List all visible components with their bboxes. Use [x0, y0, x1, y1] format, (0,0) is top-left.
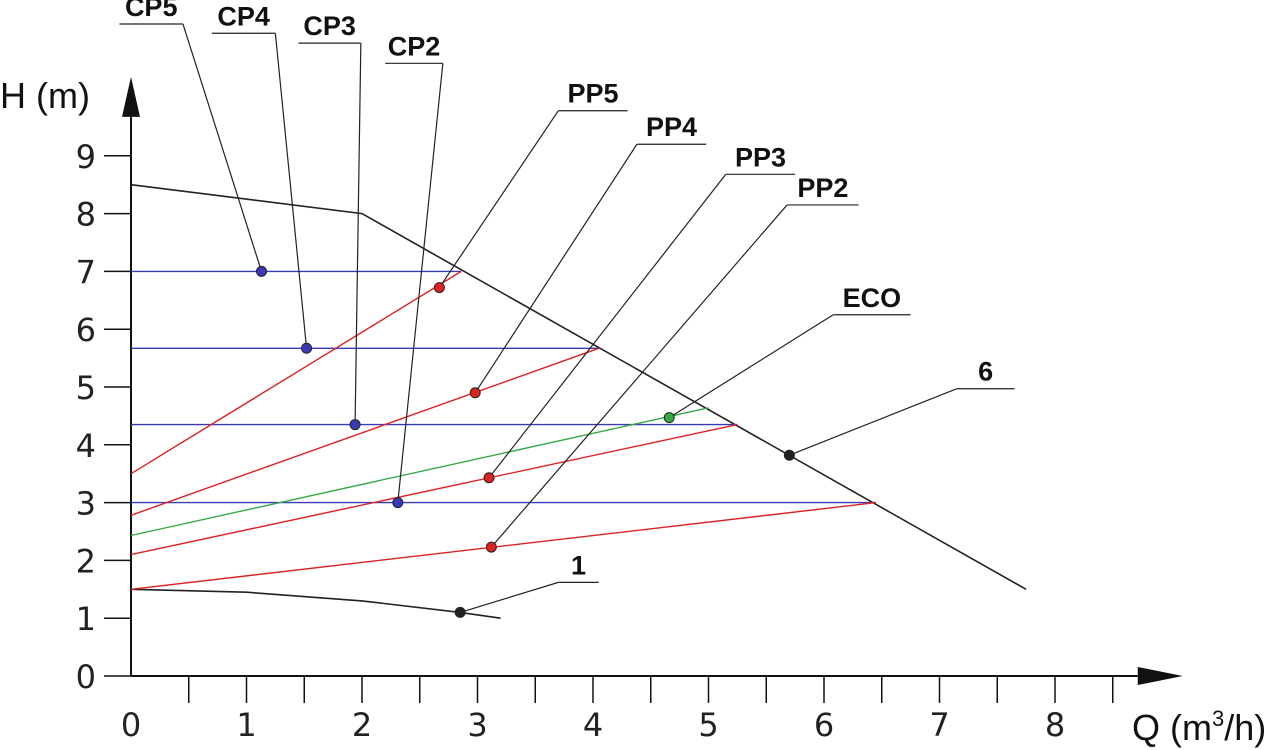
series-layer: [130, 183, 1027, 619]
series-line-pp3: [130, 423, 738, 556]
series-line-pp4: [130, 347, 600, 516]
callout-label-1: 1: [571, 550, 586, 580]
y-tick-label: 1: [76, 600, 96, 638]
point-marker-cp3: [349, 419, 361, 431]
x-tick-label: 4: [583, 706, 603, 744]
x-tick-label: 8: [1045, 706, 1065, 744]
x-axis-title: Q (m3/h): [1132, 706, 1266, 748]
x-tick-label: 5: [698, 706, 718, 744]
point-marker-pp2: [485, 541, 497, 553]
callout-label-cp3: CP3: [303, 11, 356, 41]
y-tick-label: 3: [76, 485, 96, 523]
x-tick-label: 6: [814, 706, 834, 744]
y-axis-title: H (m): [0, 75, 90, 116]
point-marker-6: [783, 449, 795, 461]
x-axis-arrowhead: [1137, 667, 1183, 685]
callout-leader-pp3: [488, 173, 727, 479]
callout-label-cp4: CP4: [217, 1, 270, 31]
callout-label-cp5: CP5: [125, 0, 178, 22]
axis-titles: H (m) Q (m3/h): [0, 75, 1266, 748]
callout-leader-eco: [668, 314, 834, 419]
callout-label-6: 6: [978, 357, 993, 387]
point-marker-cp2: [392, 497, 404, 509]
series-line-eco: [130, 407, 709, 537]
chart-axes: [122, 76, 1183, 685]
series-line-1: [130, 588, 501, 619]
callout-label-pp5: PP5: [567, 79, 618, 109]
callout-leader-pp4: [474, 143, 638, 394]
y-tick-label: 5: [76, 369, 96, 407]
y-tick-label: 2: [76, 542, 96, 580]
series-line-6: [130, 183, 1027, 590]
x-tick-label: 7: [929, 706, 949, 744]
callout-leader-6: [789, 388, 958, 456]
y-tick-label: 7: [76, 253, 96, 291]
point-marker-pp3: [483, 472, 495, 484]
callout-leader-1: [459, 581, 559, 613]
y-tick-label: 6: [76, 311, 96, 349]
callout-leader-cp2: [397, 63, 444, 503]
callout-layer: CP5 CP4 CP3 CP2 PP5 PP4 PP3 PP2 ECO 6 1: [119, 0, 1015, 618]
callout-leader-pp5: [438, 110, 559, 288]
point-marker-eco: [663, 412, 675, 424]
callout-label-pp3: PP3: [735, 142, 786, 172]
point-marker-cp4: [301, 342, 313, 354]
callout-label-cp2: CP2: [388, 31, 441, 61]
y-tick-label: 4: [76, 427, 96, 465]
chart-ticks: 0 1 2 3 4 5 6 7 8 9 0 1 2 3 4 5 6 7 8: [76, 138, 1114, 744]
point-marker-pp5: [433, 282, 445, 294]
callout-leader-pp2: [490, 204, 788, 548]
x-tick-label: 0: [121, 706, 141, 744]
x-axis-title-tail: /h): [1224, 707, 1266, 748]
series-line-pp5: [130, 270, 462, 475]
callout-label-pp4: PP4: [646, 112, 697, 142]
y-axis-arrowhead: [122, 76, 140, 117]
callout-label-eco: ECO: [843, 283, 902, 313]
point-marker-1: [454, 606, 466, 618]
point-marker-cp5: [256, 265, 268, 277]
x-tick-label: 3: [467, 706, 487, 744]
series-line-pp2: [130, 501, 877, 590]
x-axis-title-sup: 3: [1212, 706, 1224, 731]
y-tick-label: 0: [76, 658, 96, 696]
callout-label-pp2: PP2: [797, 173, 848, 203]
y-tick-label: 8: [76, 196, 96, 234]
y-tick-label: 9: [76, 138, 96, 176]
x-tick-label: 2: [352, 706, 372, 744]
callout-leader-cp3: [354, 43, 362, 425]
callout-leader-cp5: [182, 23, 263, 272]
point-marker-pp4: [469, 387, 481, 399]
x-tick-label: 1: [236, 706, 256, 744]
x-axis-title-main: Q (m: [1132, 707, 1212, 748]
callout-leader-cp4: [274, 33, 308, 349]
